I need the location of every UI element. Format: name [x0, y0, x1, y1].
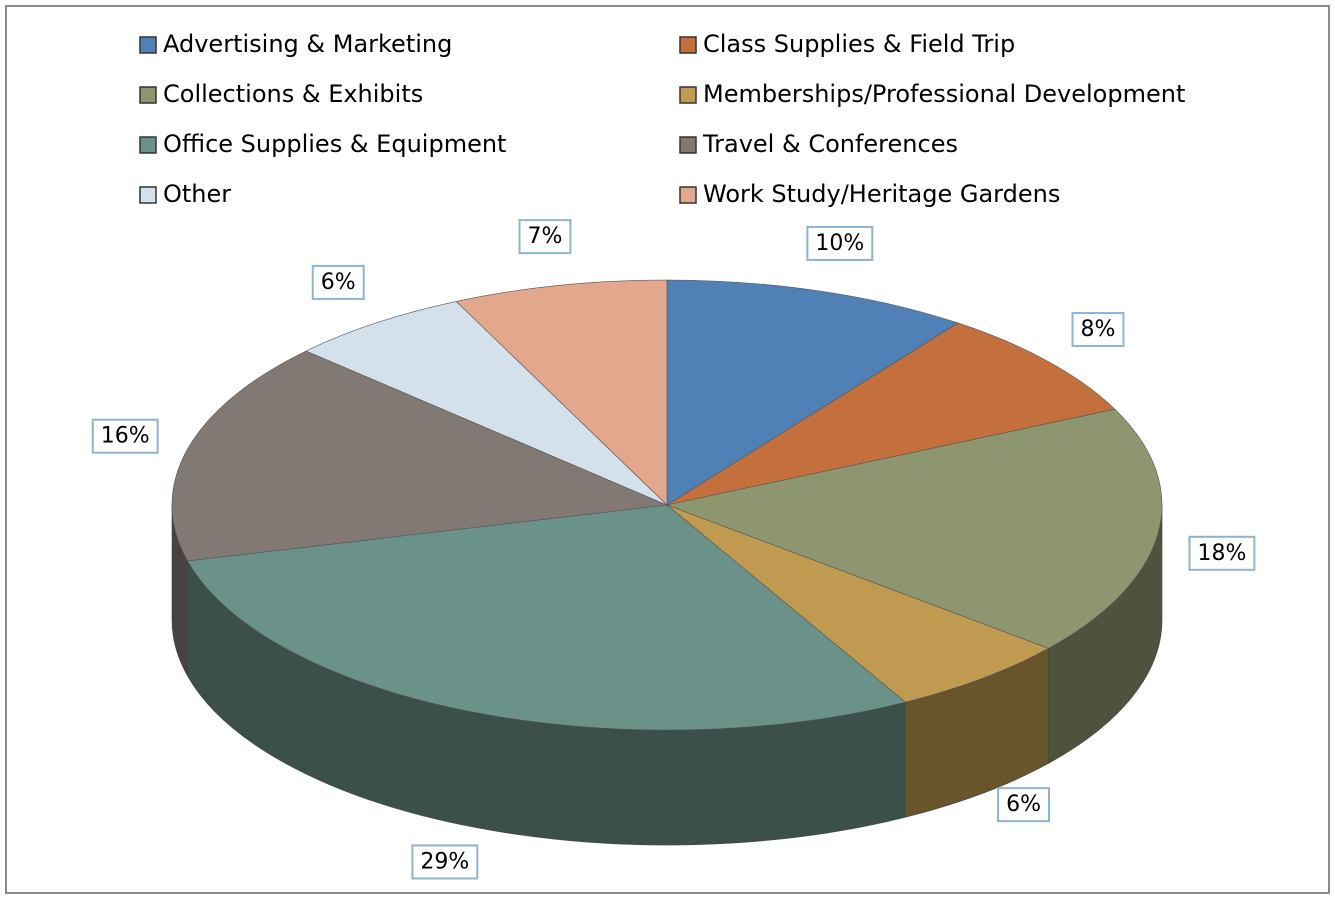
legend-swatch — [139, 86, 157, 104]
data-label-box — [806, 225, 874, 261]
slice — [187, 504, 907, 731]
data-label: 8% — [1081, 317, 1116, 342]
legend-label: Work Study/Heritage Gardens — [703, 180, 1060, 208]
data-label-box — [1188, 535, 1256, 571]
legend-label: Advertising & Marketing — [163, 30, 452, 58]
legend-swatch — [679, 86, 697, 104]
slice — [171, 350, 669, 562]
data-label-box — [411, 844, 479, 880]
legend-label: Travel & Conferences — [702, 130, 958, 158]
slice — [666, 322, 1116, 506]
data-label-box — [518, 219, 572, 255]
data-label: 7% — [528, 224, 563, 249]
data-label: 10% — [815, 231, 864, 256]
legend-swatch — [139, 186, 157, 204]
legend-swatch — [139, 36, 157, 54]
data-label: 6% — [321, 270, 356, 295]
legend-swatch — [139, 136, 157, 154]
data-label: 16% — [101, 424, 150, 449]
data-label-box — [311, 264, 365, 300]
legend-swatch — [679, 136, 697, 154]
legend-label: Other — [163, 180, 231, 208]
legend-swatch — [679, 36, 697, 54]
legend-swatch — [679, 186, 697, 204]
slice — [665, 408, 1163, 649]
data-label: 18% — [1197, 541, 1246, 566]
data-label: 6% — [1006, 792, 1041, 817]
data-label-box — [997, 787, 1050, 823]
slice — [455, 279, 668, 506]
slice — [666, 504, 1050, 703]
data-label: 29% — [420, 849, 469, 874]
legend-label: Collections & Exhibits — [163, 80, 423, 108]
slice — [305, 301, 668, 506]
data-label-box — [1071, 312, 1125, 348]
data-label-box — [91, 418, 159, 454]
slice — [666, 279, 959, 506]
legend-label: Office Supplies & Equipment — [163, 130, 506, 158]
legend-label: Class Supplies & Field Trip — [703, 30, 1015, 58]
legend-label: Memberships/Professional Development — [703, 80, 1185, 108]
